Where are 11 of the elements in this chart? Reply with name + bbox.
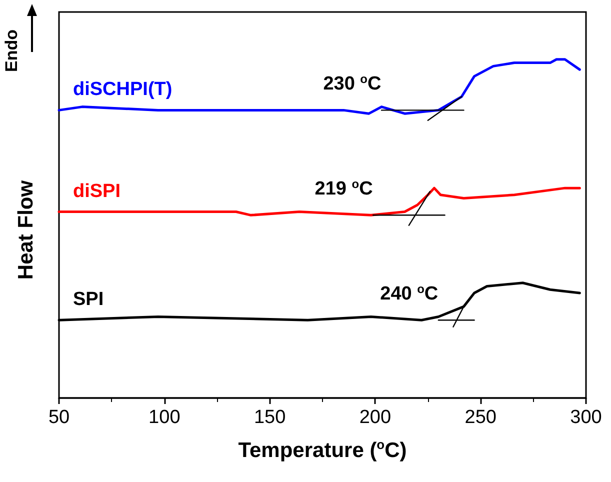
y-axis-title: Heat Flow xyxy=(14,180,38,280)
x-tick-label: 200 xyxy=(359,407,392,428)
x-tick-label: 300 xyxy=(570,407,602,428)
x-tick-label: 150 xyxy=(254,407,286,428)
x-tick-label: 100 xyxy=(148,407,180,428)
series-label: SPI xyxy=(73,289,104,310)
series-label: diSPI xyxy=(73,180,121,202)
text: Endo xyxy=(2,30,22,72)
x-tick-label: 250 xyxy=(464,407,496,428)
x-tick-label: 50 xyxy=(48,407,70,428)
series-label: diSCHPI(T) xyxy=(73,79,172,100)
